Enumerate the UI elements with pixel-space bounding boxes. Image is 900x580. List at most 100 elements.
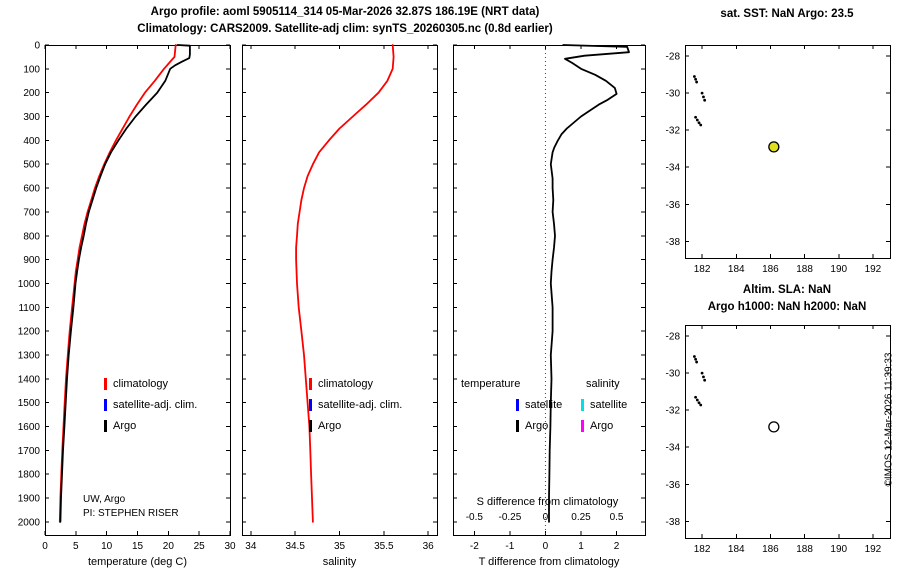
svg-text:-28: -28	[666, 52, 681, 63]
svg-text:182: 182	[694, 544, 711, 555]
svg-text:1200: 1200	[18, 327, 41, 338]
svg-text:186: 186	[762, 264, 779, 275]
legend-item: Argo	[104, 419, 136, 433]
legend-item: Argo	[309, 419, 341, 433]
svg-text:-2: -2	[470, 541, 479, 552]
legend-item: Argo	[516, 419, 548, 433]
legend-group-salinity: salinity	[586, 378, 620, 390]
legend-label: Argo	[318, 420, 342, 432]
svg-text:34: 34	[245, 541, 257, 552]
legend-label: climatology	[318, 378, 374, 390]
svg-text:-28: -28	[666, 332, 681, 343]
svg-text:182: 182	[694, 264, 711, 275]
legend-label: satellite	[590, 399, 628, 411]
svg-text:1400: 1400	[18, 374, 41, 385]
legend-label: satellite-adj. clim.	[113, 399, 198, 411]
svg-text:35: 35	[334, 541, 346, 552]
svg-text:192: 192	[865, 264, 882, 275]
svg-text:1800: 1800	[18, 470, 41, 481]
svg-text:700: 700	[23, 207, 40, 218]
legend-group-temperature: temperature	[461, 378, 521, 390]
svg-text:0: 0	[543, 541, 549, 552]
svg-text:1: 1	[578, 541, 584, 552]
legend-item: climatology	[104, 377, 168, 391]
svg-text:600: 600	[23, 184, 40, 195]
satellite-temp-color-swatch	[516, 399, 519, 411]
svg-text:1100: 1100	[18, 303, 40, 314]
svg-text:-38: -38	[666, 237, 681, 248]
svg-text:0.5: 0.5	[610, 512, 624, 523]
sst-map-title: sat. SST: NaN Argo: 23.5	[720, 8, 854, 20]
svg-text:1000: 1000	[18, 279, 41, 290]
svg-text:10: 10	[101, 541, 113, 552]
figure-title: Argo profile: aoml 5905114_314 05-Mar-20…	[150, 6, 540, 18]
argo-sal-color-swatch	[581, 420, 584, 432]
svg-text:-30: -30	[666, 89, 681, 100]
svg-text:900: 900	[23, 255, 40, 266]
svg-text:-36: -36	[666, 480, 681, 491]
salinity-axis-label: salinity	[322, 556, 357, 568]
svg-text:15: 15	[132, 541, 144, 552]
legend-label: Argo	[525, 420, 549, 432]
institution-note: UW, Argo	[83, 494, 126, 505]
svg-text:1700: 1700	[18, 446, 41, 457]
svg-text:1300: 1300	[18, 350, 41, 361]
t-difference-axis-label: T difference from climatology	[478, 556, 620, 568]
svg-text:34.5: 34.5	[285, 541, 305, 552]
legend-label: Argo	[113, 420, 137, 432]
svg-text:-34: -34	[666, 163, 681, 174]
legend-label: climatology	[113, 378, 169, 390]
svg-text:-0.5: -0.5	[466, 512, 484, 523]
svg-text:0: 0	[543, 512, 549, 523]
svg-text:1500: 1500	[18, 398, 41, 409]
legend-item: satellite-adj. clim.	[309, 398, 402, 412]
svg-text:-36: -36	[666, 200, 681, 211]
svg-text:1600: 1600	[18, 422, 41, 433]
climatology-color-swatch	[104, 378, 107, 390]
pi-note: PI: STEPHEN RISER	[83, 508, 179, 519]
svg-text:190: 190	[830, 264, 847, 275]
svg-text:-30: -30	[666, 369, 681, 380]
legend-item: satellite	[581, 398, 627, 412]
temperature-axis-label: temperature (deg C)	[87, 556, 188, 568]
svg-text:2: 2	[614, 541, 620, 552]
svg-text:184: 184	[728, 264, 745, 275]
legend-item: satellite-adj. clim.	[104, 398, 197, 412]
svg-text:184: 184	[728, 544, 745, 555]
sla-map-title-line2: Argo h1000: NaN h2000: NaN	[707, 301, 867, 313]
svg-text:-0.25: -0.25	[498, 512, 521, 523]
pi-notes: UW, Argo PI: STEPHEN RISER	[83, 493, 179, 521]
svg-text:S difference from climatology: S difference from climatology	[477, 496, 619, 508]
svg-text:500: 500	[23, 160, 40, 171]
svg-text:5: 5	[73, 541, 79, 552]
legend-label: satellite	[525, 399, 563, 411]
svg-text:188: 188	[796, 544, 813, 555]
imos-watermark: ©IMOS 12-Mar-2026 11:39:33	[883, 352, 895, 487]
svg-text:25: 25	[194, 541, 206, 552]
legend-item: climatology	[309, 377, 373, 391]
svg-text:0: 0	[42, 541, 48, 552]
sla-map-title-line1: Altim. SLA: NaN	[742, 284, 832, 296]
svg-text:800: 800	[23, 231, 40, 242]
svg-text:-38: -38	[666, 517, 681, 528]
svg-text:0: 0	[34, 41, 40, 52]
argo-color-swatch	[309, 420, 312, 432]
svg-text:190: 190	[830, 544, 847, 555]
climatology-color-swatch	[309, 378, 312, 390]
satellite-sal-color-swatch	[581, 399, 584, 411]
legend-label: satellite-adj. clim.	[318, 399, 403, 411]
svg-text:186: 186	[762, 544, 779, 555]
svg-text:1900: 1900	[18, 494, 41, 505]
legend-item: Argo	[581, 419, 613, 433]
argo-color-swatch	[104, 420, 107, 432]
svg-text:20: 20	[163, 541, 175, 552]
svg-text:192: 192	[865, 544, 882, 555]
svg-text:-32: -32	[666, 126, 681, 137]
legend-item: satellite	[516, 398, 562, 412]
satellite-clim-color-swatch	[104, 399, 107, 411]
svg-text:-34: -34	[666, 443, 681, 454]
legend-label: Argo	[590, 420, 614, 432]
svg-text:200: 200	[23, 88, 40, 99]
